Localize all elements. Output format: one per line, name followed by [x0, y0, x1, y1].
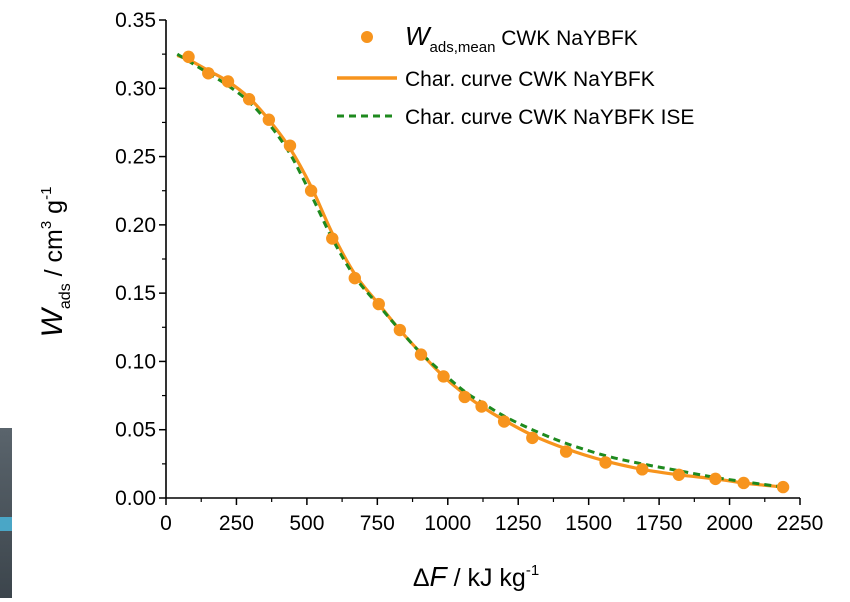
data-point — [599, 456, 612, 469]
x-tick-label: 2250 — [777, 512, 824, 535]
plot-area — [176, 50, 790, 494]
legend: Wads,mean CWK NaYBFK Char. curve CWK NaY… — [337, 21, 694, 129]
x-tick-label: 0 — [160, 512, 172, 535]
y-tick-label: 0.00 — [115, 487, 156, 510]
data-point — [182, 50, 195, 64]
data-point — [437, 370, 450, 383]
axes: 0 250 500 750 1000 1250 1500 1750 2000 2250 0.00 0.… — [115, 9, 823, 535]
y-tick-label: 0.10 — [115, 350, 156, 373]
data-point — [559, 445, 573, 458]
data-point — [348, 271, 361, 285]
data-point — [414, 348, 428, 361]
data-point — [709, 472, 722, 486]
y-tick-label: 0.15 — [115, 282, 156, 305]
data-point — [497, 415, 511, 428]
data-point — [636, 463, 649, 476]
data-point — [283, 139, 297, 152]
y-tick-label: 0.30 — [115, 77, 156, 100]
data-point — [372, 297, 385, 311]
data-point — [737, 476, 750, 490]
data-point — [672, 468, 686, 481]
y-tick-label: 0.20 — [115, 214, 156, 237]
y-axis-title: Wads / cm3 g-1 — [36, 187, 74, 338]
data-point — [202, 67, 215, 80]
legend-label-wads-mean: Wads,mean CWK NaYBFK — [405, 21, 638, 56]
data-point — [458, 390, 471, 404]
data-point — [393, 323, 407, 337]
data-point — [242, 93, 256, 106]
x-tick-label: 1500 — [565, 512, 612, 535]
x-tick-label: 2000 — [706, 512, 753, 535]
data-point — [221, 75, 235, 88]
side-strip-tab — [0, 517, 12, 531]
x-tick-label: 1250 — [495, 512, 542, 535]
x-axis-title: ΔF / kJ kg-1 — [413, 561, 539, 592]
y-tick-label: 0.35 — [115, 9, 156, 32]
x-tick-label: 1000 — [424, 512, 471, 535]
data-point — [475, 400, 488, 413]
x-tick-label: 500 — [289, 512, 324, 535]
data-point — [326, 232, 339, 245]
data-point — [776, 480, 790, 494]
data-point — [262, 113, 276, 126]
side-strip — [0, 428, 12, 598]
legend-marker-wads-mean — [361, 31, 373, 43]
y-tick-label: 0.05 — [115, 419, 156, 442]
x-tick-label: 250 — [219, 512, 254, 535]
legend-label-char-curve: Char. curve CWK NaYBFK — [405, 68, 655, 91]
x-tick-label: 1750 — [636, 512, 683, 535]
x-tick-label: 750 — [360, 512, 395, 535]
data-point — [526, 431, 539, 445]
data-point — [304, 184, 318, 197]
y-tick-label: 0.25 — [115, 146, 156, 169]
legend-label-char-curve-ise: Char. curve CWK NaYBFK ISE — [405, 106, 694, 129]
